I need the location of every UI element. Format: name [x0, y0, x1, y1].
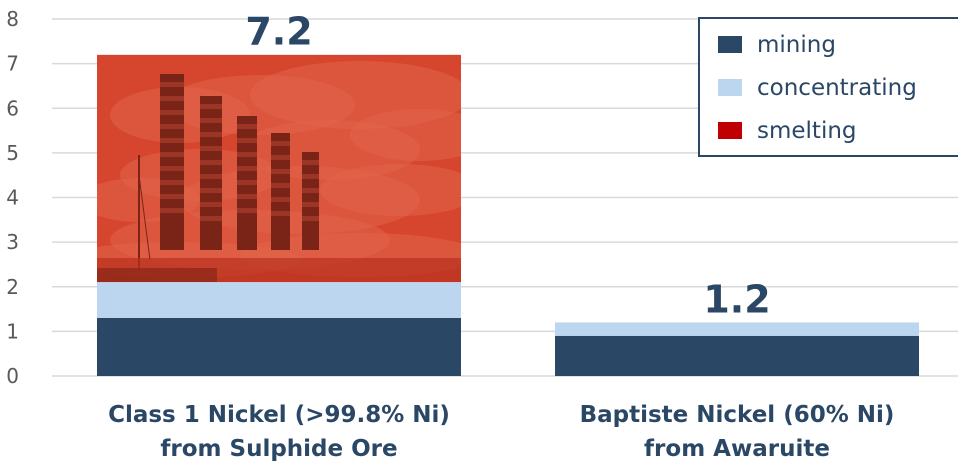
smokestack-band	[271, 183, 290, 188]
y-tick-label: 2	[6, 275, 19, 299]
smokestack-band	[200, 146, 222, 151]
category-label: from Awaruite	[644, 436, 830, 462]
smokestack-band	[237, 180, 257, 185]
smokestack-band	[302, 216, 319, 221]
smokestack-band	[237, 152, 257, 157]
smokestack-band	[200, 118, 222, 123]
smokestack-band	[160, 166, 184, 171]
smokestack-band	[200, 132, 222, 137]
smokestack-band	[271, 169, 290, 174]
smokestack-band	[200, 216, 222, 221]
y-tick-label: 3	[6, 230, 19, 254]
smokestack-band	[237, 194, 257, 199]
legend-label-smelting: smelting	[757, 118, 857, 144]
bar-total-label: 7.2	[245, 10, 312, 54]
smokestack-band	[237, 124, 257, 129]
bar-segment-mining	[97, 317, 461, 376]
smokestack-band	[302, 188, 319, 193]
smokestack-band	[160, 194, 184, 199]
smokestack-band	[200, 188, 222, 193]
smokestack-band	[200, 202, 222, 207]
smokestack-band	[200, 174, 222, 179]
smokestack-band	[237, 138, 257, 143]
y-tick-label: 1	[6, 319, 19, 343]
smokestack-band	[160, 124, 184, 129]
antenna-wire	[138, 174, 151, 261]
category-label: Baptiste Nickel (60% Ni)	[580, 402, 895, 428]
smokestack-band	[200, 104, 222, 109]
smokestack	[271, 133, 290, 250]
smokestack-band	[160, 138, 184, 143]
smokestack-band	[302, 202, 319, 207]
bar-segment-concentrating	[555, 322, 919, 336]
legend-swatch-concentrating	[718, 79, 742, 96]
category-label: Class 1 Nickel (>99.8% Ni)	[108, 402, 450, 428]
smokestack-band	[237, 166, 257, 171]
y-tick-label: 7	[6, 52, 19, 76]
smokestack-band	[302, 160, 319, 165]
smokestack-band	[302, 174, 319, 179]
bar-total-label: 1.2	[703, 277, 770, 321]
smoke-cloud	[320, 164, 461, 216]
smokestack	[302, 152, 319, 250]
smokestack-band	[200, 160, 222, 165]
y-tick-label: 5	[6, 141, 19, 165]
smokestack-band	[160, 96, 184, 101]
bar-segment-concentrating	[97, 282, 461, 318]
smokestack-band	[160, 110, 184, 115]
y-tick-label: 6	[6, 96, 19, 120]
bar-smelting-0	[97, 54, 461, 283]
smokestack-band	[271, 211, 290, 216]
y-tick-label: 4	[6, 186, 19, 210]
category-label: from Sulphide Ore	[160, 436, 397, 462]
smokestack-band	[271, 141, 290, 146]
smokestack	[160, 74, 184, 250]
legend-label-concentrating: concentrating	[757, 75, 917, 101]
factory-building	[97, 268, 217, 282]
smokestack-band	[271, 197, 290, 202]
smokestack-band	[160, 180, 184, 185]
smokestack-band	[160, 208, 184, 213]
smokestack-band	[160, 82, 184, 87]
y-tick-label: 8	[6, 7, 19, 31]
bar-segment-mining	[555, 335, 919, 376]
smokestack-band	[237, 208, 257, 213]
legend-box	[698, 17, 958, 157]
y-tick-label: 0	[6, 364, 19, 388]
legend-swatch-mining	[718, 36, 742, 53]
legend-label-mining: mining	[757, 32, 836, 58]
legend-swatch-smelting	[718, 122, 742, 139]
smokestack-band	[160, 152, 184, 157]
smokestack-band	[271, 155, 290, 160]
